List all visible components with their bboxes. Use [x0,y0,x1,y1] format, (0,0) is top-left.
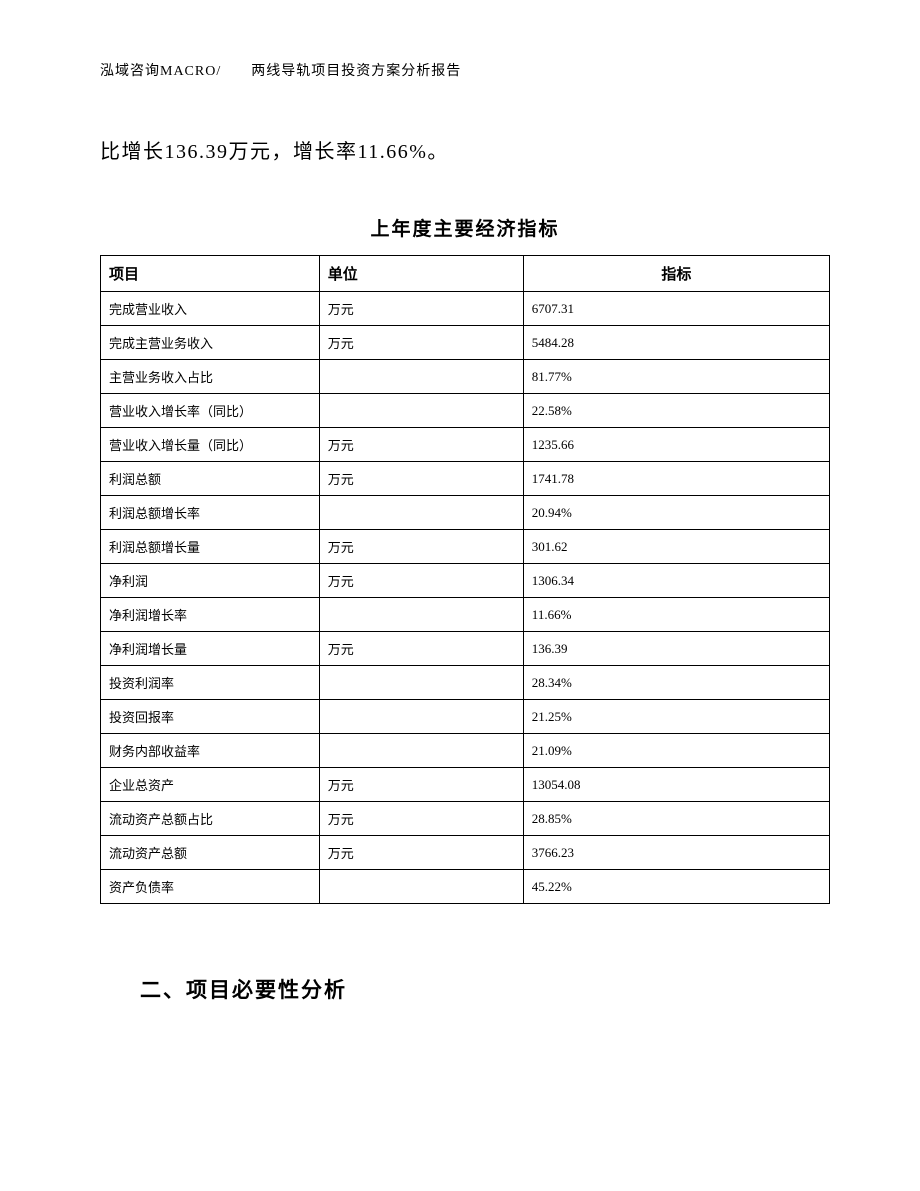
table-row: 财务内部收益率 21.09% [101,734,830,768]
table-cell: 流动资产总额 [101,836,320,870]
table-row: 流动资产总额万元3766.23 [101,836,830,870]
table-cell: 13054.08 [523,768,829,802]
economic-indicators-table: 项目 单位 指标 完成营业收入万元6707.31完成主营业务收入万元5484.2… [100,255,830,904]
table-row: 流动资产总额占比万元28.85% [101,802,830,836]
table-cell: 28.85% [523,802,829,836]
table-cell: 万元 [319,564,523,598]
table-cell: 利润总额增长率 [101,496,320,530]
table-cell: 3766.23 [523,836,829,870]
table-cell: 完成营业收入 [101,292,320,326]
table-row: 营业收入增长率（同比） 22.58% [101,394,830,428]
table-row: 利润总额增长率 20.94% [101,496,830,530]
table-row: 净利润增长量万元136.39 [101,632,830,666]
body-paragraph: 比增长136.39万元，增长率11.66%。 [100,135,830,164]
table-cell [319,734,523,768]
column-header: 项目 [101,256,320,292]
column-header: 单位 [319,256,523,292]
table-row: 企业总资产万元13054.08 [101,768,830,802]
table-cell: 1306.34 [523,564,829,598]
table-cell: 企业总资产 [101,768,320,802]
table-cell [319,496,523,530]
table-cell: 20.94% [523,496,829,530]
table-body: 完成营业收入万元6707.31完成主营业务收入万元5484.28主营业务收入占比… [101,292,830,904]
table-cell [319,700,523,734]
table-row: 完成主营业务收入万元5484.28 [101,326,830,360]
table-cell [319,394,523,428]
table-cell: 28.34% [523,666,829,700]
table-cell [319,360,523,394]
section-heading: 二、项目必要性分析 [140,974,830,1004]
table-title: 上年度主要经济指标 [100,214,830,241]
table-cell: 万元 [319,530,523,564]
table-cell: 资产负债率 [101,870,320,904]
table-row: 主营业务收入占比 81.77% [101,360,830,394]
table-cell: 万元 [319,768,523,802]
table-row: 利润总额万元1741.78 [101,462,830,496]
table-cell: 万元 [319,428,523,462]
table-cell: 1235.66 [523,428,829,462]
column-header: 指标 [523,256,829,292]
table-cell: 净利润增长量 [101,632,320,666]
table-cell: 净利润增长率 [101,598,320,632]
table-cell: 5484.28 [523,326,829,360]
table-cell: 136.39 [523,632,829,666]
table-cell: 81.77% [523,360,829,394]
table-cell: 45.22% [523,870,829,904]
table-cell: 1741.78 [523,462,829,496]
table-cell: 营业收入增长量（同比） [101,428,320,462]
table-cell: 利润总额 [101,462,320,496]
table-row: 完成营业收入万元6707.31 [101,292,830,326]
table-cell: 投资利润率 [101,666,320,700]
table-row: 资产负债率 45.22% [101,870,830,904]
table-cell: 万元 [319,462,523,496]
table-cell: 万元 [319,802,523,836]
table-cell: 6707.31 [523,292,829,326]
table-cell [319,666,523,700]
table-cell: 营业收入增长率（同比） [101,394,320,428]
table-cell: 万元 [319,292,523,326]
table-cell: 万元 [319,326,523,360]
table-row: 营业收入增长量（同比）万元1235.66 [101,428,830,462]
table-cell: 301.62 [523,530,829,564]
table-cell: 净利润 [101,564,320,598]
table-cell: 万元 [319,836,523,870]
page-header: 泓域咨询MACRO/ 两线导轨项目投资方案分析报告 [100,60,830,80]
table-cell: 主营业务收入占比 [101,360,320,394]
table-cell: 投资回报率 [101,700,320,734]
table-cell: 11.66% [523,598,829,632]
table-cell: 21.25% [523,700,829,734]
table-cell: 利润总额增长量 [101,530,320,564]
table-cell [319,598,523,632]
table-row: 投资利润率 28.34% [101,666,830,700]
table-row: 净利润增长率 11.66% [101,598,830,632]
table-row: 利润总额增长量万元301.62 [101,530,830,564]
table-cell: 万元 [319,632,523,666]
table-cell [319,870,523,904]
table-cell: 22.58% [523,394,829,428]
table-header-row: 项目 单位 指标 [101,256,830,292]
table-cell: 流动资产总额占比 [101,802,320,836]
table-cell: 21.09% [523,734,829,768]
table-row: 投资回报率 21.25% [101,700,830,734]
table-cell: 财务内部收益率 [101,734,320,768]
table-cell: 完成主营业务收入 [101,326,320,360]
table-row: 净利润万元1306.34 [101,564,830,598]
